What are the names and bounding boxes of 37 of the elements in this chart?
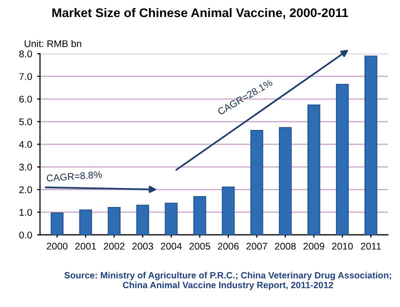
- y-tick-label: 3.0: [19, 164, 32, 171]
- bar: [193, 196, 206, 235]
- y-tick-label: 1.0: [20, 208, 32, 216]
- chart-title: Market Size of Chinese Animal Vaccine, 2000-2011: [52, 8, 348, 19]
- x-tick-label: 2007: [246, 242, 268, 250]
- y-tick-label: 6.0: [19, 96, 32, 103]
- x-tick-label: 2005: [189, 242, 210, 250]
- x-tick-label: 2011: [360, 242, 381, 250]
- x-tick-label: 2010: [332, 242, 353, 250]
- bar: [250, 130, 264, 235]
- bar: [50, 212, 64, 235]
- x-tick-label: 2006: [218, 242, 239, 250]
- y-tick-label: 2.0: [19, 186, 32, 194]
- y-tick-label: 5.0: [19, 118, 32, 126]
- x-tick-label: 2002: [104, 242, 124, 250]
- bar: [79, 210, 92, 235]
- x-tick-label: 2004: [160, 242, 182, 250]
- bar: [108, 207, 121, 235]
- annotation: CAGR=8.8%: [46, 170, 102, 182]
- x-tick-label: 2008: [274, 242, 296, 250]
- bar: [164, 202, 178, 235]
- bar: [364, 56, 378, 235]
- y-axis-title: Unit: RMB bn: [24, 40, 82, 48]
- x-tick-label: 2000: [46, 242, 68, 250]
- bar: [307, 104, 320, 235]
- x-tick-label: 2003: [132, 242, 154, 250]
- y-tick-label: 8.0: [19, 50, 32, 58]
- source-note: Source: Ministry of Agriculture of P.R.C.; China Veterinary Drug Association; China Animal Vaccine Industry Report, 2011-2012: [64, 272, 392, 290]
- x-tick-label: 2001: [75, 242, 96, 250]
- y-tick-label: 4.0: [19, 141, 32, 148]
- bar: [222, 186, 235, 235]
- bar: [278, 127, 292, 235]
- bar: [336, 84, 349, 235]
- x-tick-label: 2009: [304, 242, 324, 250]
- bar: [136, 204, 150, 235]
- y-tick-label: 7.0: [19, 73, 32, 80]
- y-tick-label: 0.0: [19, 232, 32, 238]
